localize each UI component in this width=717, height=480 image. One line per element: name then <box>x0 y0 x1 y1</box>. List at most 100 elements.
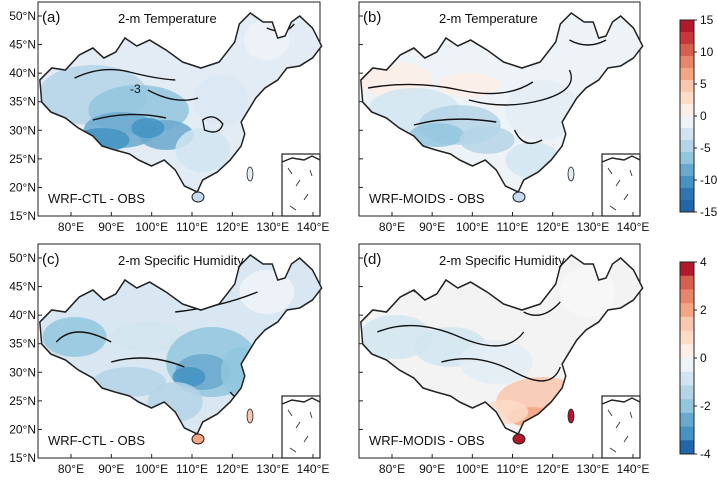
anomaly-region <box>239 270 295 314</box>
colorbar-segment <box>680 176 694 189</box>
south-china-sea-inset <box>601 395 641 459</box>
lon-tick-label: 120°E <box>536 220 569 234</box>
lon-tick-label: 140°E <box>617 462 650 476</box>
map-panel-3: (c) 2-m Specific Humidity WRF-CTL - OBS 50°… <box>9 243 330 476</box>
lon-tick-label: 80°E <box>58 462 84 476</box>
panel-letter: (b) <box>363 9 381 26</box>
lon-tick-label: 130°E <box>256 220 289 234</box>
lat-tick-label: 40°N <box>9 308 36 322</box>
south-china-sea-inset <box>601 153 641 217</box>
lat-tick-label: 30°N <box>9 365 36 379</box>
china-map <box>360 11 644 194</box>
lat-tick-label: 35°N <box>9 95 36 109</box>
panel-label: WRF-CTL - OBS <box>48 433 145 448</box>
lon-tick-label: 100°E <box>135 462 168 476</box>
colorbar-segment <box>680 200 694 213</box>
colorbar-segment <box>680 152 694 165</box>
contour-line <box>74 68 176 81</box>
colorbar-segment <box>680 188 694 201</box>
colorbar-tick-label: 0 <box>700 351 707 365</box>
lon-tick-label: 100°E <box>456 220 489 234</box>
contour-line <box>523 301 561 316</box>
lat-tick-label: 20°N <box>9 180 36 194</box>
panel-title: 2-m Temperature <box>118 11 217 26</box>
china-border <box>360 11 644 194</box>
hainan-island <box>191 191 205 203</box>
china-map <box>39 253 323 436</box>
colorbar-segment <box>680 44 694 57</box>
colorbar-tick-label: -4 <box>700 447 711 461</box>
lat-tick-label: 35°N <box>9 337 36 351</box>
anomaly-region <box>172 367 206 387</box>
hainan-island <box>512 191 526 203</box>
lon-tick-label: 90°E <box>98 220 124 234</box>
contour-line <box>55 331 112 343</box>
hainan-island <box>512 433 526 445</box>
contour-line <box>201 116 224 133</box>
lat-tick-label: 45°N <box>9 280 36 294</box>
lat-tick-label: 15°N <box>9 209 36 223</box>
colorbar-segment <box>680 371 694 386</box>
colorbar-tick-label: 2 <box>700 303 707 317</box>
colorbar-tick-label: 15 <box>700 13 714 27</box>
lon-tick-label: 90°E <box>419 220 445 234</box>
colorbar-segment <box>680 128 694 141</box>
colorbar-tick-label: -10 <box>700 173 717 187</box>
lon-tick-label: 100°E <box>135 220 168 234</box>
colorbar-segment <box>680 20 694 33</box>
china-border <box>39 253 323 436</box>
hainan-island <box>191 433 205 445</box>
anomaly-region <box>175 128 231 172</box>
lon-tick-label: 110°E <box>176 462 208 476</box>
contour-line <box>468 69 572 106</box>
map-panel-2: (b) 2-m Temperature WRF-MOIDS - OBS 80°E 90°… <box>358 1 650 234</box>
lat-tick-label: 25°N <box>9 152 36 166</box>
anomaly-region <box>505 80 579 140</box>
lon-tick-label: 140°E <box>297 462 330 476</box>
contour-line <box>147 89 199 101</box>
lon-tick-label: 130°E <box>576 462 609 476</box>
lon-tick-label: 80°E <box>379 462 405 476</box>
colorbar-segment <box>680 344 694 359</box>
panel-title: 2-m Temperature <box>439 11 538 26</box>
map-panel-1: (a) 2-m Temperature WRF-CTL - OBS -3 50°N 45°… <box>9 1 329 234</box>
colorbar-segment <box>680 330 694 345</box>
lat-tick-label: 50°N <box>9 251 36 265</box>
lon-tick-label: 140°E <box>617 220 650 234</box>
colorbar-segment <box>680 399 694 414</box>
contour-line <box>368 81 534 95</box>
contour-line <box>569 39 607 46</box>
contour-line <box>111 357 185 368</box>
map-panel-4: (d) 2-m Specific Humidity WRF-MODIS - OBS 8… <box>358 243 650 476</box>
anomaly-region <box>193 75 249 125</box>
colorbar-segment <box>680 164 694 177</box>
lon-tick-label: 110°E <box>497 462 529 476</box>
colorbar-tick-label: -15 <box>700 205 717 219</box>
lon-tick-label: 130°E <box>576 220 609 234</box>
colorbar-segment <box>680 104 694 117</box>
lat-tick-label: 30°N <box>9 123 36 137</box>
lon-tick-label: 120°E <box>216 220 249 234</box>
colorbar-segment <box>680 92 694 105</box>
panel-letter: (d) <box>363 251 381 268</box>
anomaly-region <box>131 118 165 138</box>
anomaly-region <box>42 317 107 357</box>
contour-line <box>513 129 543 144</box>
panel-letter: (a) <box>42 9 60 26</box>
china-fill <box>360 13 643 192</box>
panels: (a) 2-m Temperature WRF-CTL - OBS -3 50°N 45°… <box>9 1 650 476</box>
anomaly-region <box>111 322 185 352</box>
taiwan-island <box>567 166 575 182</box>
lon-tick-label: 120°E <box>536 462 569 476</box>
lat-tick-label: 20°N <box>9 422 36 436</box>
lat-tick-label: 40°N <box>9 66 36 80</box>
taiwan-island <box>567 408 575 424</box>
lon-tick-label: 130°E <box>256 462 289 476</box>
temperature-colorbar: 15 10 5 0 -5 -10 -15 <box>679 13 717 219</box>
anomaly-region <box>409 123 465 147</box>
colorbar-segment <box>680 275 694 290</box>
anomaly-region <box>459 126 515 154</box>
lon-tick-label: 110°E <box>176 220 208 234</box>
china-border <box>39 11 323 194</box>
